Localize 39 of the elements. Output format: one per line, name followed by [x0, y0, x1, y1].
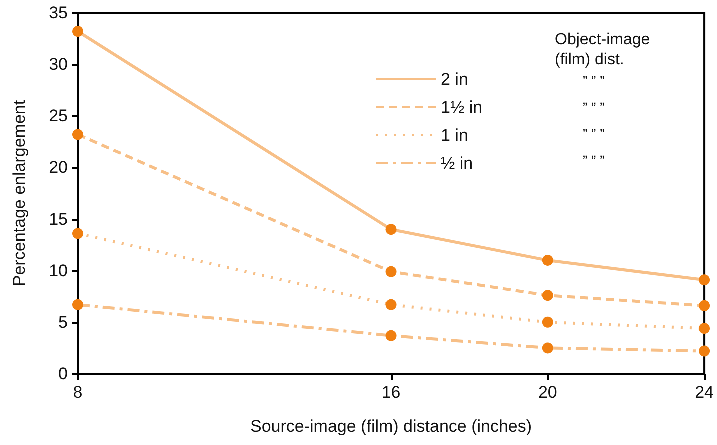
annotation: ” ” ” [583, 100, 606, 116]
point [699, 300, 710, 312]
y-tick-label: 30 [49, 55, 68, 74]
point [72, 228, 84, 240]
annotation: ” ” ” [583, 126, 606, 142]
legend-label: 1 in [441, 126, 468, 145]
x-axis-title: Source-image (film) distance (inches) [250, 417, 532, 436]
y-tick-label: 25 [49, 106, 68, 126]
y-tick-label: 10 [49, 261, 68, 280]
point [542, 290, 554, 302]
legend-title: Object-image (film) dist. [555, 32, 650, 68]
legend-label: ½ in [441, 154, 474, 173]
x-tick-label: 8 [73, 383, 83, 402]
point [72, 26, 84, 38]
point [542, 342, 554, 354]
point [386, 330, 397, 342]
y-tick-label: 5 [58, 312, 68, 332]
y-tick-label: 15 [49, 210, 68, 229]
point [542, 255, 554, 266]
point [386, 224, 397, 236]
y-tick-label: 35 [49, 4, 68, 22]
x-tick-label: 20 [538, 383, 558, 402]
y-tick-label: 20 [49, 158, 68, 178]
point [72, 299, 84, 310]
point [542, 316, 554, 328]
point [386, 266, 397, 278]
point [72, 129, 84, 140]
annotation: ” ” ” [583, 73, 606, 89]
x-tick-label: 24 [695, 383, 714, 402]
y-axis-title: Percentage enlargement [10, 100, 29, 287]
annotation: ” ” ” [583, 152, 606, 168]
point [386, 299, 397, 310]
point [699, 346, 710, 357]
legend-label: 2 in [441, 70, 468, 89]
legend-label: 1½ in [441, 98, 483, 117]
point [699, 274, 710, 286]
point [699, 323, 710, 334]
y-tick-label: 0 [58, 364, 68, 384]
x-tick-label: 16 [382, 383, 401, 402]
